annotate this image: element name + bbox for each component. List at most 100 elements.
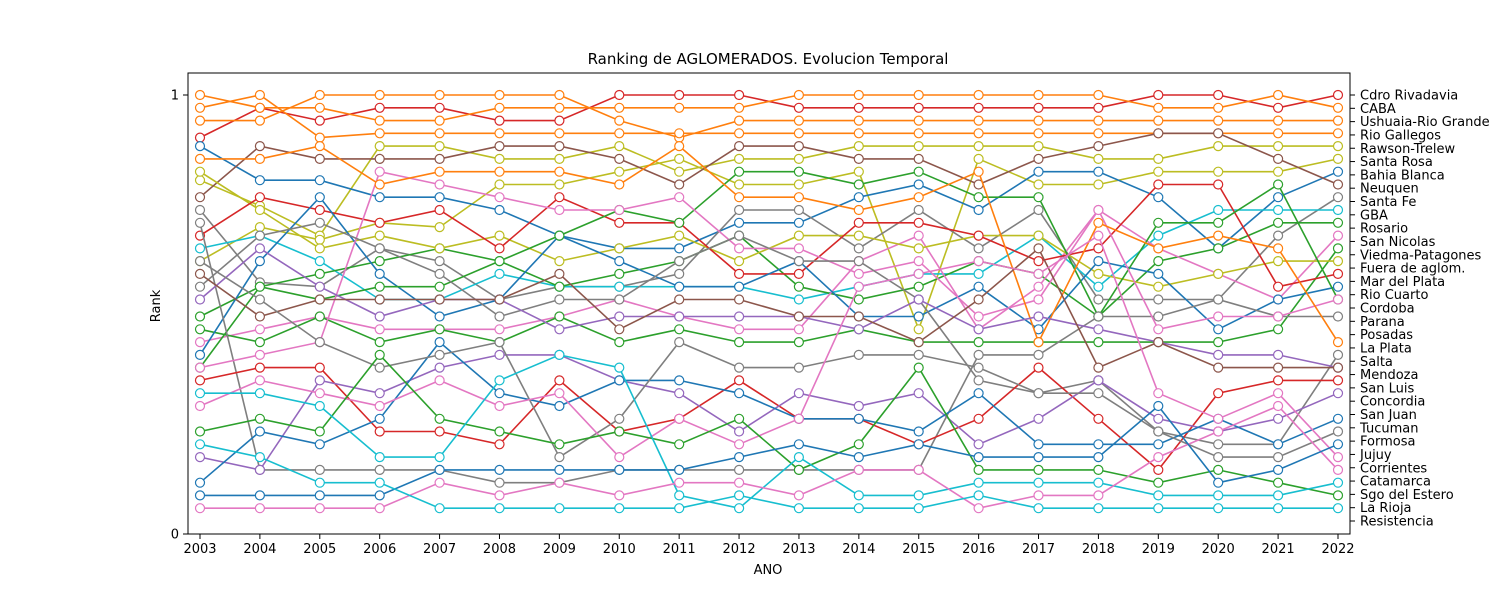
right-label-rosario: Rosario <box>1360 222 1408 237</box>
data-point <box>1033 179 1044 190</box>
right-label-san-luis: San Luis <box>1360 381 1414 396</box>
data-point <box>733 141 745 152</box>
data-point <box>614 268 625 279</box>
data-point <box>254 388 265 399</box>
series-san-juan <box>194 349 1344 475</box>
data-point <box>374 268 385 279</box>
series-line-bahia-blanca <box>199 145 1339 250</box>
data-point <box>1332 153 1344 164</box>
right-label-resistencia: Resistencia <box>1360 515 1434 530</box>
data-point <box>1153 128 1164 139</box>
data-point <box>314 503 325 514</box>
data-point <box>853 141 864 152</box>
data-point <box>554 192 565 203</box>
data-point <box>973 413 984 424</box>
data-point <box>374 477 385 488</box>
series-san-luis <box>194 243 1344 373</box>
data-point <box>733 388 745 399</box>
data-point <box>674 192 685 203</box>
chart-title: Ranking de AGLOMERADOS. Evolucion Tempor… <box>588 50 949 68</box>
data-point <box>494 388 505 399</box>
data-point <box>1213 115 1224 126</box>
data-point <box>793 204 805 216</box>
data-point <box>374 490 385 501</box>
data-point <box>434 349 445 360</box>
right-label-viedma-patagones: Viedma-Patagones <box>1360 248 1482 263</box>
data-point <box>733 281 745 292</box>
data-point <box>494 349 505 360</box>
data-point <box>793 192 805 203</box>
data-point <box>674 464 685 475</box>
series-rawson-trelew <box>194 141 1344 241</box>
x-tick-label: 2016 <box>962 542 995 557</box>
data-point <box>194 337 206 348</box>
series-resistencia <box>194 439 1344 514</box>
data-point <box>853 243 864 254</box>
data-point <box>1093 311 1104 322</box>
data-point <box>254 464 265 475</box>
data-point <box>733 115 745 126</box>
data-point <box>853 281 864 292</box>
data-point <box>674 503 685 514</box>
data-point <box>1213 128 1224 139</box>
data-point <box>674 256 685 267</box>
data-point <box>1033 337 1044 348</box>
data-point <box>1153 294 1164 305</box>
data-point <box>973 281 984 292</box>
data-point <box>733 490 745 501</box>
right-label-rawson-trelew: Rawson-Trelew <box>1360 142 1456 157</box>
data-point <box>1033 281 1044 292</box>
data-point <box>254 175 265 186</box>
data-point <box>1272 503 1284 514</box>
data-point <box>973 452 984 463</box>
data-point <box>733 179 745 190</box>
data-point <box>733 464 745 475</box>
data-point <box>674 166 685 177</box>
data-point <box>913 89 924 101</box>
data-point <box>314 234 325 245</box>
data-point <box>494 102 505 113</box>
data-point <box>434 464 445 475</box>
data-point <box>853 166 864 177</box>
series-line-san-luis <box>199 247 1338 369</box>
data-point <box>793 337 805 348</box>
data-point <box>194 311 206 322</box>
data-point <box>733 324 745 335</box>
data-point <box>374 243 385 254</box>
data-point <box>1153 115 1164 126</box>
data-point <box>1213 477 1224 488</box>
data-point <box>1033 243 1044 254</box>
data-point <box>194 153 206 164</box>
data-point <box>434 256 445 267</box>
data-point <box>194 192 206 203</box>
series-neuquen <box>194 128 1344 203</box>
data-point <box>674 153 685 164</box>
data-point <box>1272 179 1284 190</box>
series-line-cordoba <box>199 170 1339 369</box>
data-point <box>374 349 385 360</box>
plot-frame <box>187 72 1351 535</box>
data-point <box>913 281 924 292</box>
data-point <box>1213 217 1224 228</box>
y-axis-title: Rank <box>149 289 164 322</box>
data-point <box>1093 179 1104 190</box>
data-point <box>733 426 745 437</box>
right-label-jujuy: Jujuy <box>1359 448 1392 463</box>
series-line-tucuman <box>199 340 1339 484</box>
data-point <box>1272 311 1284 322</box>
data-point <box>1153 324 1164 335</box>
data-point <box>374 141 385 152</box>
series-line-mar-del-plata <box>199 183 1339 288</box>
series-la-rioja <box>194 400 1344 501</box>
data-point <box>1332 128 1344 139</box>
data-point <box>374 311 385 322</box>
data-point <box>1332 349 1344 360</box>
data-point <box>194 115 206 126</box>
data-point <box>1213 464 1224 475</box>
data-point <box>1153 477 1164 488</box>
data-point <box>194 217 206 228</box>
data-point <box>374 362 385 373</box>
data-point <box>1033 153 1044 164</box>
right-label-corrientes: Corrientes <box>1360 461 1427 476</box>
